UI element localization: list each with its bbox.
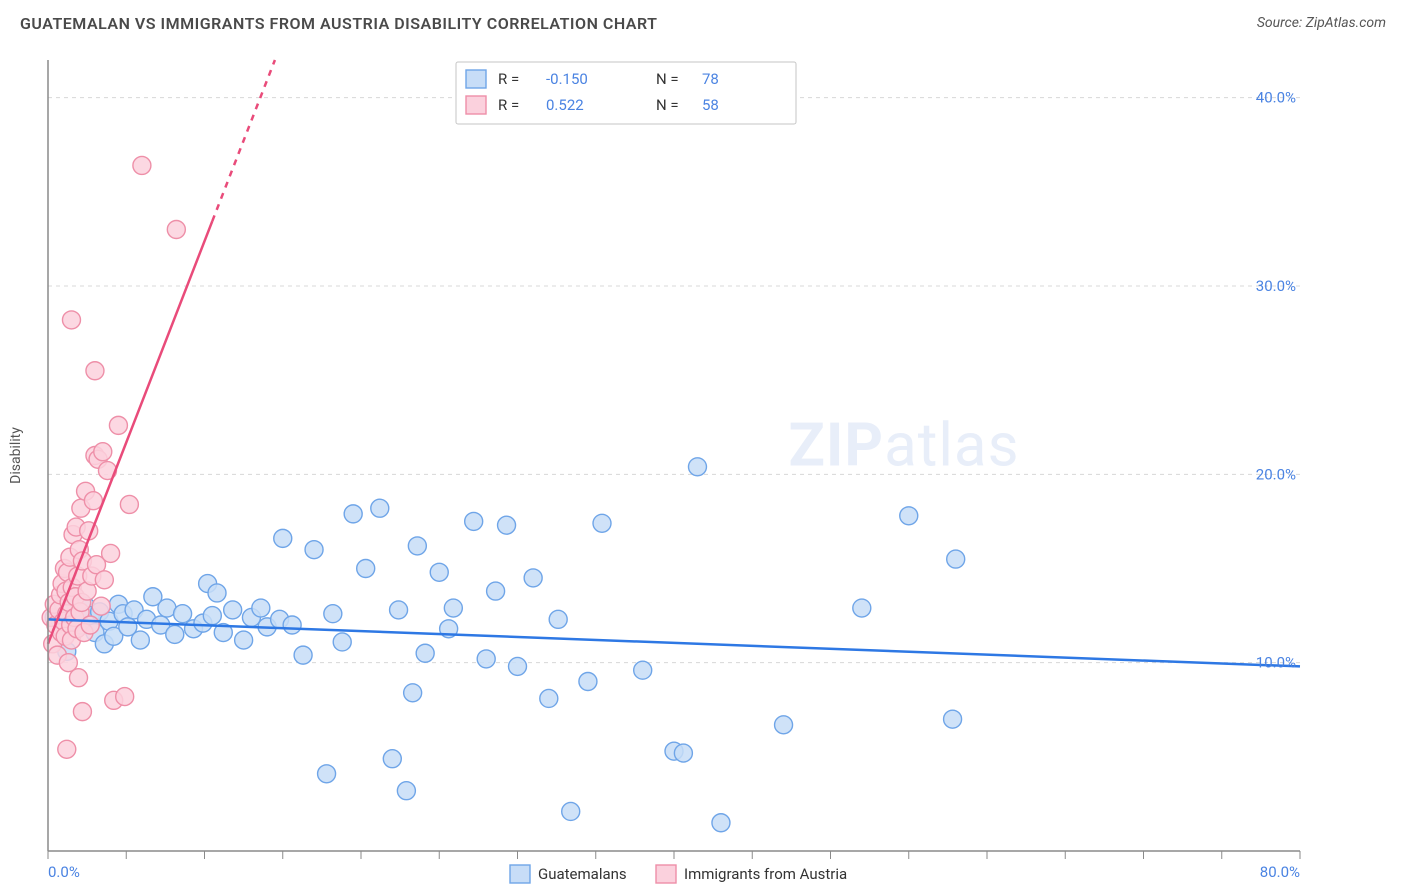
point-guatemalans: [853, 599, 871, 617]
chart-title: GUATEMALAN VS IMMIGRANTS FROM AUSTRIA DI…: [20, 14, 657, 33]
point-guatemalans: [252, 599, 270, 617]
x-tick-label: 0.0%: [48, 863, 80, 881]
y-tick-label: 20.0%: [1256, 465, 1296, 483]
point-guatemalans: [283, 616, 301, 634]
bottom-legend-swatch-austria: [656, 865, 676, 883]
point-guatemalans: [900, 507, 918, 525]
point-guatemalans: [333, 633, 351, 651]
point-guatemalans: [944, 710, 962, 728]
chart-header: GUATEMALAN VS IMMIGRANTS FROM AUSTRIA DI…: [0, 0, 1406, 46]
point-guatemalans: [408, 537, 426, 555]
scatter-chart: ZIPatlas 0.0% 80.0% 10.0% 20.0% 30.0% 40.0% Dis…: [0, 46, 1406, 892]
point-austria: [95, 571, 113, 589]
legend-n-label: N =: [656, 96, 679, 114]
legend-r-label: R =: [498, 96, 519, 114]
point-guatemalans: [371, 499, 389, 517]
point-guatemalans: [318, 765, 336, 783]
legend-r-value: 0.522: [546, 96, 584, 114]
point-guatemalans: [324, 605, 342, 623]
y-tick-label: 40.0%: [1256, 89, 1296, 107]
point-guatemalans: [166, 625, 184, 643]
legend-n-value: 78: [702, 70, 719, 88]
point-guatemalans: [344, 505, 362, 523]
legend-r-value: -0.150: [546, 70, 588, 88]
point-guatemalans: [404, 684, 422, 702]
legend-swatch-austria: [466, 96, 486, 114]
point-austria: [70, 669, 88, 687]
point-guatemalans: [305, 541, 323, 559]
point-guatemalans: [498, 516, 516, 534]
point-austria: [116, 688, 134, 706]
point-guatemalans: [688, 458, 706, 476]
point-guatemalans: [397, 782, 415, 800]
point-guatemalans: [562, 802, 580, 820]
point-guatemalans: [712, 814, 730, 832]
legend-n-label: N =: [656, 70, 679, 88]
point-guatemalans: [383, 750, 401, 768]
point-guatemalans: [549, 610, 567, 628]
bottom-legend-label-guatemalans: Guatemalans: [538, 865, 627, 883]
point-austria: [62, 311, 80, 329]
point-guatemalans: [430, 563, 448, 581]
point-guatemalans: [208, 584, 226, 602]
point-guatemalans: [674, 744, 692, 762]
point-guatemalans: [357, 560, 375, 578]
point-guatemalans: [509, 657, 527, 675]
point-austria: [167, 221, 185, 239]
point-guatemalans: [465, 512, 483, 530]
point-guatemalans: [540, 689, 558, 707]
point-guatemalans: [224, 601, 242, 619]
point-guatemalans: [487, 582, 505, 600]
point-guatemalans: [416, 644, 434, 662]
point-guatemalans: [477, 650, 495, 668]
point-austria: [120, 495, 138, 513]
point-guatemalans: [174, 605, 192, 623]
bottom-legend-label-austria: Immigrants from Austria: [684, 865, 847, 883]
point-guatemalans: [579, 673, 597, 691]
point-austria: [73, 703, 91, 721]
point-austria: [92, 597, 110, 615]
point-austria: [94, 443, 112, 461]
plot-container: ZIPatlas 0.0% 80.0% 10.0% 20.0% 30.0% 40.0% Dis…: [0, 46, 1406, 892]
point-guatemalans: [294, 646, 312, 664]
point-guatemalans: [131, 631, 149, 649]
point-guatemalans: [274, 529, 292, 547]
point-guatemalans: [390, 601, 408, 619]
legend-n-value: 58: [702, 96, 719, 114]
point-austria: [58, 740, 76, 758]
point-austria: [109, 416, 127, 434]
y-tick-label: 10.0%: [1256, 654, 1296, 672]
point-guatemalans: [634, 661, 652, 679]
point-austria: [133, 156, 151, 174]
point-guatemalans: [593, 514, 611, 532]
point-austria: [84, 492, 102, 510]
point-austria: [86, 362, 104, 380]
point-guatemalans: [947, 550, 965, 568]
point-guatemalans: [203, 607, 221, 625]
bottom-legend-swatch-guatemalans: [510, 865, 530, 883]
point-guatemalans: [524, 569, 542, 587]
watermark: ZIPatlas: [788, 410, 1019, 481]
point-austria: [81, 616, 99, 634]
point-guatemalans: [235, 631, 253, 649]
legend-r-label: R =: [498, 70, 519, 88]
point-austria: [102, 544, 120, 562]
y-axis-label: Disability: [8, 427, 24, 484]
legend-swatch-guatemalans: [466, 70, 486, 88]
point-guatemalans: [444, 599, 462, 617]
y-tick-label: 30.0%: [1256, 277, 1296, 295]
chart-source: Source: ZipAtlas.com: [1257, 15, 1386, 31]
x-tick-label: 80.0%: [1260, 863, 1300, 881]
point-guatemalans: [775, 716, 793, 734]
